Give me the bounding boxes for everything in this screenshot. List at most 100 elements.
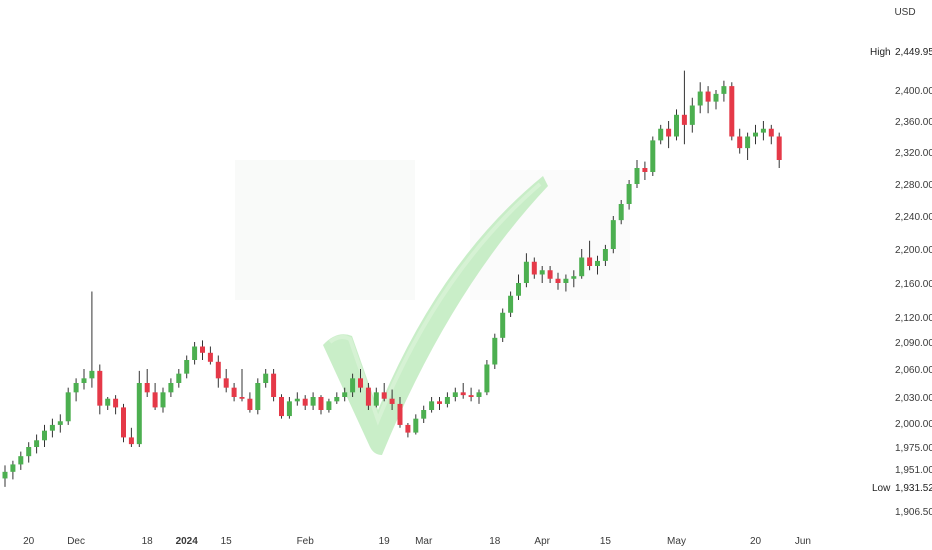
candle xyxy=(49,418,55,438)
candle-body xyxy=(689,105,695,125)
candle-body xyxy=(136,383,142,445)
x-tick-label: Mar xyxy=(415,536,433,547)
x-tick-label: 15 xyxy=(600,536,612,547)
candle-body xyxy=(674,114,679,137)
candle xyxy=(760,121,766,141)
candle xyxy=(373,387,379,408)
candle xyxy=(326,398,332,413)
candle-body xyxy=(89,370,95,379)
candle-body xyxy=(452,392,458,397)
candle xyxy=(192,342,198,365)
candle xyxy=(200,340,205,360)
candle-body xyxy=(207,352,213,362)
candle xyxy=(721,80,727,102)
candle-body xyxy=(65,392,71,422)
candle-body xyxy=(421,410,427,419)
candle-body xyxy=(642,168,648,172)
x-tick-label: 18 xyxy=(489,536,501,547)
candle-body xyxy=(437,401,442,404)
candle-body xyxy=(105,398,111,406)
candle-body xyxy=(73,383,79,393)
x-tick-label: 20 xyxy=(23,536,35,547)
candle-body xyxy=(721,86,727,94)
candle-body xyxy=(215,361,221,379)
candle xyxy=(168,378,174,397)
candle xyxy=(89,291,95,388)
candle-body xyxy=(263,373,269,383)
candle-body xyxy=(247,398,253,410)
candle xyxy=(531,257,537,279)
candle xyxy=(128,427,134,447)
candle xyxy=(610,216,616,254)
candle xyxy=(294,392,300,406)
candle xyxy=(160,387,166,413)
candle xyxy=(255,378,261,415)
candle xyxy=(389,389,395,410)
candle xyxy=(500,308,506,342)
candle xyxy=(689,97,695,133)
x-tick-label: Jun xyxy=(795,536,811,547)
candle-body xyxy=(152,392,158,408)
candle-body xyxy=(200,346,205,353)
candle-body xyxy=(610,220,616,249)
candle-body xyxy=(334,397,340,402)
candle xyxy=(713,90,719,110)
candle-body xyxy=(681,114,687,125)
candle-body xyxy=(397,403,403,425)
candle-body xyxy=(776,136,782,160)
candle xyxy=(674,109,679,141)
watermark-box xyxy=(235,160,415,300)
candle-body xyxy=(602,249,608,261)
candle-body xyxy=(318,397,324,410)
candle xyxy=(397,397,403,428)
candle xyxy=(223,369,229,393)
candle xyxy=(113,395,119,415)
candle-body xyxy=(239,397,245,399)
low-value: 1,931.52 xyxy=(895,483,932,494)
candle-body xyxy=(184,360,190,374)
candle-body xyxy=(279,397,284,417)
candle xyxy=(318,395,324,415)
candle xyxy=(697,82,703,114)
y-tick-label: 2,160.00 xyxy=(895,279,932,290)
candle-body xyxy=(595,260,600,266)
candle xyxy=(547,266,553,283)
candle-body xyxy=(579,257,585,277)
x-tick-label: Dec xyxy=(67,536,85,547)
candle-body xyxy=(113,398,119,408)
candle-body xyxy=(286,401,292,417)
candle-body xyxy=(10,464,16,472)
candle-body xyxy=(176,373,182,383)
candle xyxy=(681,70,687,145)
candle-body xyxy=(429,401,435,410)
candle xyxy=(429,397,435,413)
candle-body xyxy=(555,278,561,283)
candle-body xyxy=(658,128,664,141)
candle-body xyxy=(618,204,624,221)
candle-body xyxy=(294,398,300,402)
candle-body xyxy=(626,184,632,204)
y-tick-label: 2,240.00 xyxy=(895,212,932,223)
candle-body xyxy=(365,387,371,406)
candle-body xyxy=(18,456,24,465)
candle xyxy=(745,132,751,160)
x-tick-label: Feb xyxy=(297,536,315,547)
candle xyxy=(57,414,63,433)
candle-body xyxy=(460,392,466,396)
check-mark-icon xyxy=(323,176,548,455)
candle-body xyxy=(168,383,174,393)
candle xyxy=(184,355,190,379)
candle-body xyxy=(2,471,8,479)
x-tick-label: 15 xyxy=(221,536,233,547)
candle-body xyxy=(650,140,656,172)
candle xyxy=(658,124,664,145)
candle-body xyxy=(350,378,356,393)
candle xyxy=(563,274,569,292)
candle-body xyxy=(381,392,387,399)
candle-body xyxy=(476,392,482,397)
candle-body xyxy=(81,378,87,383)
candle xyxy=(642,161,648,180)
candle xyxy=(271,369,277,402)
candle xyxy=(26,442,32,463)
candle-body xyxy=(42,430,47,441)
